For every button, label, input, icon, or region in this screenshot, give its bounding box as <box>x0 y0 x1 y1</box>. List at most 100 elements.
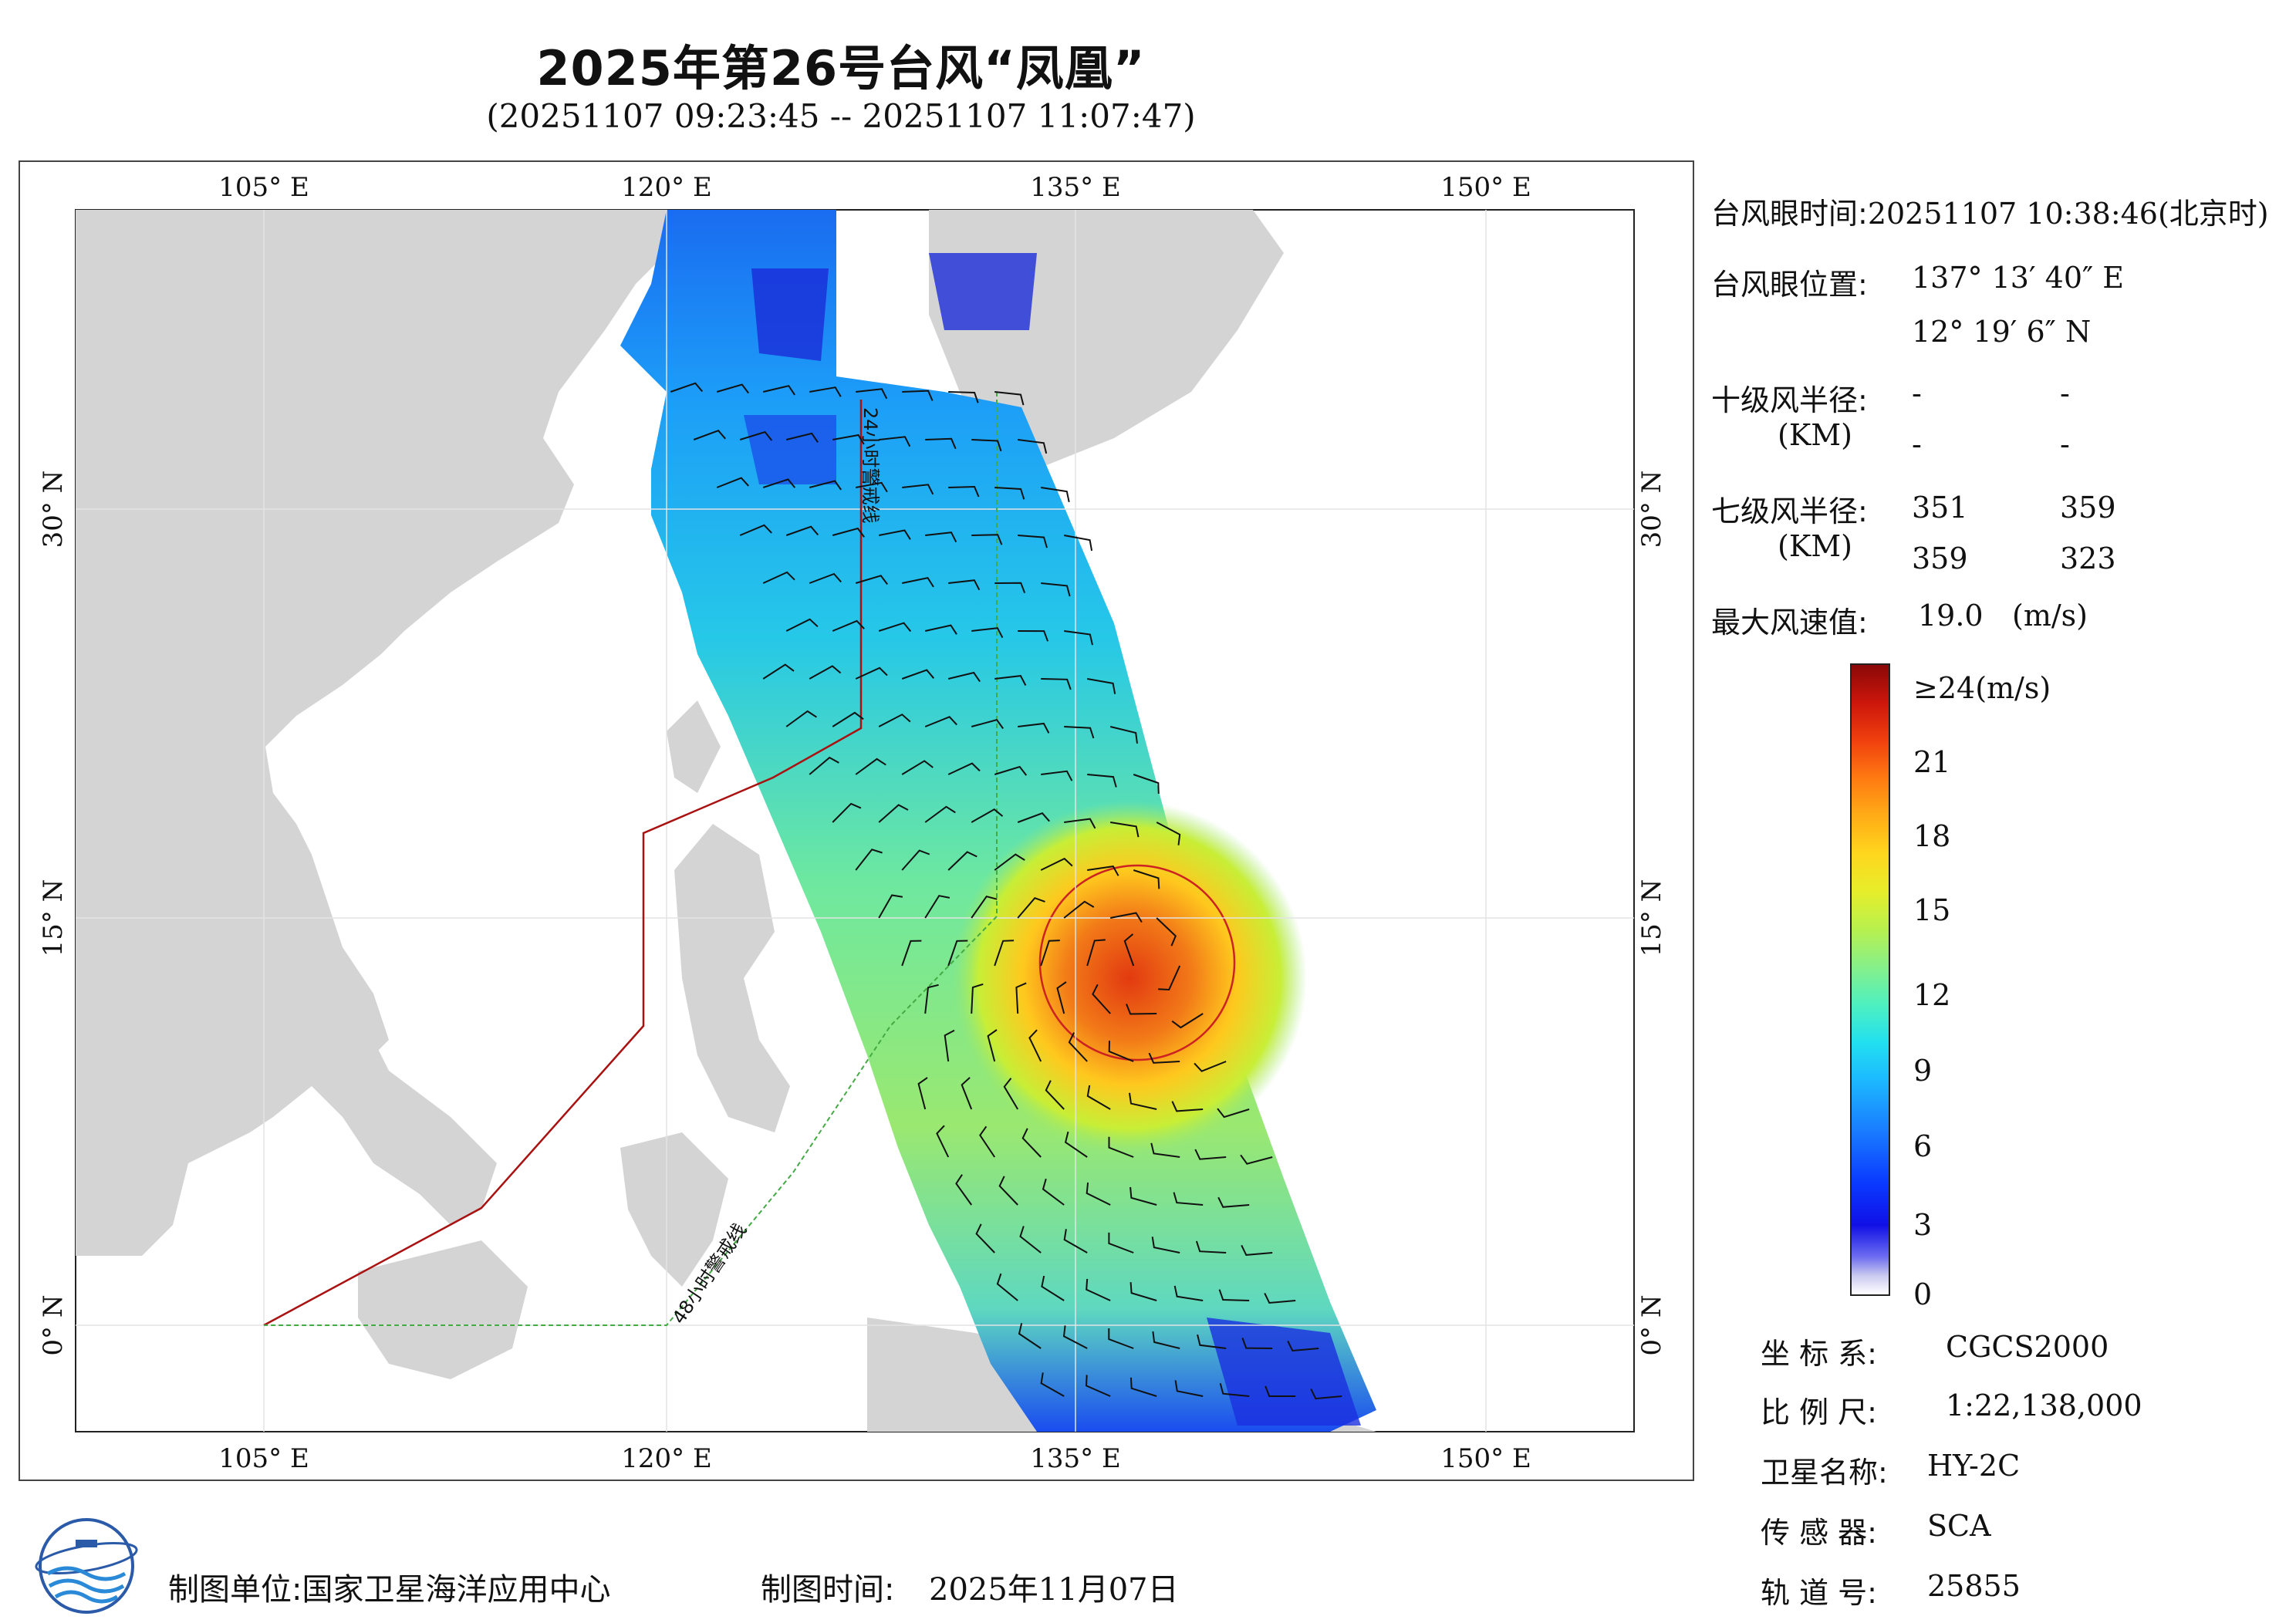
wind-barb <box>1045 1080 1065 1110</box>
wind-barb <box>1129 1377 1157 1397</box>
r10-unit: (KM) <box>1778 418 1852 452</box>
r7-value-4: 323 <box>2060 542 2116 575</box>
wind-barb <box>855 575 888 585</box>
wind-barb <box>971 627 1004 639</box>
wind-barb <box>1194 1061 1227 1072</box>
wind-barb <box>1108 1328 1134 1349</box>
lat-label-left-30: 30° N <box>38 471 69 548</box>
wind-barb <box>1041 770 1073 781</box>
wind-barb <box>1129 1092 1157 1110</box>
warning-line-48h <box>264 392 998 1326</box>
warning-label-24h: 24小时警戒线 <box>859 407 881 524</box>
wind-barb <box>1085 1375 1111 1397</box>
wind-barb <box>924 624 957 635</box>
wind-barb <box>1018 439 1048 454</box>
wind-barb <box>924 805 956 823</box>
colorbar-label-12: 12 <box>1913 978 1951 1012</box>
lat-label-right-30: 30° N <box>1636 471 1667 548</box>
wind-speed-swath <box>620 210 1376 1432</box>
wind-barb <box>998 1176 1018 1206</box>
wind-barb <box>971 808 1004 823</box>
wind-barb <box>948 579 981 591</box>
wind-barb <box>1152 1331 1180 1349</box>
satellite-key: 卫星名称: <box>1761 1456 1888 1490</box>
wind-barb <box>947 762 981 775</box>
r7-unit: (KM) <box>1778 529 1852 563</box>
footer-time-key: 制图时间: <box>761 1572 895 1608</box>
wind-barb <box>901 760 934 775</box>
orbit-key: 轨 道 号: <box>1761 1576 1877 1610</box>
wind-barb <box>971 719 1004 730</box>
wind-barb <box>1264 1385 1296 1397</box>
wind-barb <box>809 756 839 775</box>
r7-value-2: 359 <box>2060 491 2116 525</box>
wind-barb <box>1174 1380 1204 1397</box>
wind-barb <box>1018 1323 1042 1349</box>
wind-barb <box>971 896 998 919</box>
wind-barb <box>785 525 819 536</box>
r7-value-3: 359 <box>1912 542 1968 575</box>
eye-lat-value: 12° 19′ 6″ N <box>1912 315 2092 349</box>
wind-barb <box>1017 812 1050 823</box>
wind-barb <box>1129 1282 1157 1301</box>
lat-label-right-0: 0° N <box>1636 1294 1667 1355</box>
wind-barb <box>1028 1029 1042 1062</box>
wind-barb <box>1240 1154 1273 1165</box>
wind-barb <box>1133 869 1160 889</box>
wind-barb <box>1087 865 1119 876</box>
sensor-key: 传 感 器: <box>1761 1516 1877 1550</box>
wind-barb <box>925 437 957 450</box>
wind-barb <box>1062 1325 1088 1349</box>
graticule <box>76 210 1634 1432</box>
wind-barb <box>762 385 795 396</box>
wind-barb <box>948 391 979 403</box>
crs-value: CGCS2000 <box>1946 1330 2109 1364</box>
wind-barb <box>944 1029 955 1062</box>
typhoon-wind-map: 24小时警戒线 48小时警戒线 105° E 120° E 135° E 150… <box>38 172 1667 1474</box>
wind-barb <box>1287 1340 1319 1352</box>
colorbar-label-3: 3 <box>1913 1208 1933 1242</box>
footer-producer: 制图单位:国家卫星海洋应用中心 <box>168 1572 611 1608</box>
wind-barb <box>994 675 1027 686</box>
wind-barb <box>1148 1052 1180 1064</box>
warning-line-24h <box>263 400 863 1327</box>
r7-key: 七级风半径: <box>1711 494 1868 528</box>
wind-barb <box>1150 1142 1180 1158</box>
colorbar-label-18: 18 <box>1913 819 1951 853</box>
lat-label-left-0: 0° N <box>38 1294 69 1355</box>
lon-label-top-105: 105° E <box>218 172 309 203</box>
wind-barb <box>1041 582 1071 597</box>
wind-barb <box>878 894 903 919</box>
wind-barb <box>1064 726 1095 739</box>
wind-barb <box>878 714 911 727</box>
wind-barb <box>878 622 912 633</box>
wind-barb <box>901 849 930 871</box>
wind-barb <box>879 436 911 447</box>
wind-barb <box>1123 933 1135 967</box>
scale-key: 比 例 尺: <box>1761 1395 1877 1429</box>
wind-barb <box>809 386 842 397</box>
wind-barb <box>832 802 862 823</box>
wind-barb <box>1108 1136 1134 1158</box>
wind-barb <box>1087 678 1116 694</box>
wind-barb <box>1086 939 1106 967</box>
wind-barb <box>994 940 1015 967</box>
wind-barb <box>1064 535 1093 552</box>
wind-barb <box>901 576 934 588</box>
colorbar-label-15: 15 <box>1913 893 1951 927</box>
wind-barb <box>1064 1131 1088 1158</box>
wind-barb <box>947 671 981 683</box>
wind-speed-colorbar <box>1850 663 1890 1296</box>
wind-barb <box>878 804 909 823</box>
wind-barb <box>739 524 772 536</box>
wind-barb <box>1158 965 1181 991</box>
wind-barb <box>902 390 934 401</box>
wind-barb <box>971 983 984 1014</box>
wind-barb <box>832 434 865 445</box>
wind-barb <box>1040 940 1060 967</box>
eye-lon-value: 137° 13′ 40″ E <box>1912 261 2125 295</box>
wind-barb <box>994 487 1025 500</box>
wind-barb <box>785 432 819 443</box>
wind-barb <box>1108 1232 1134 1254</box>
wind-barb <box>901 940 922 967</box>
